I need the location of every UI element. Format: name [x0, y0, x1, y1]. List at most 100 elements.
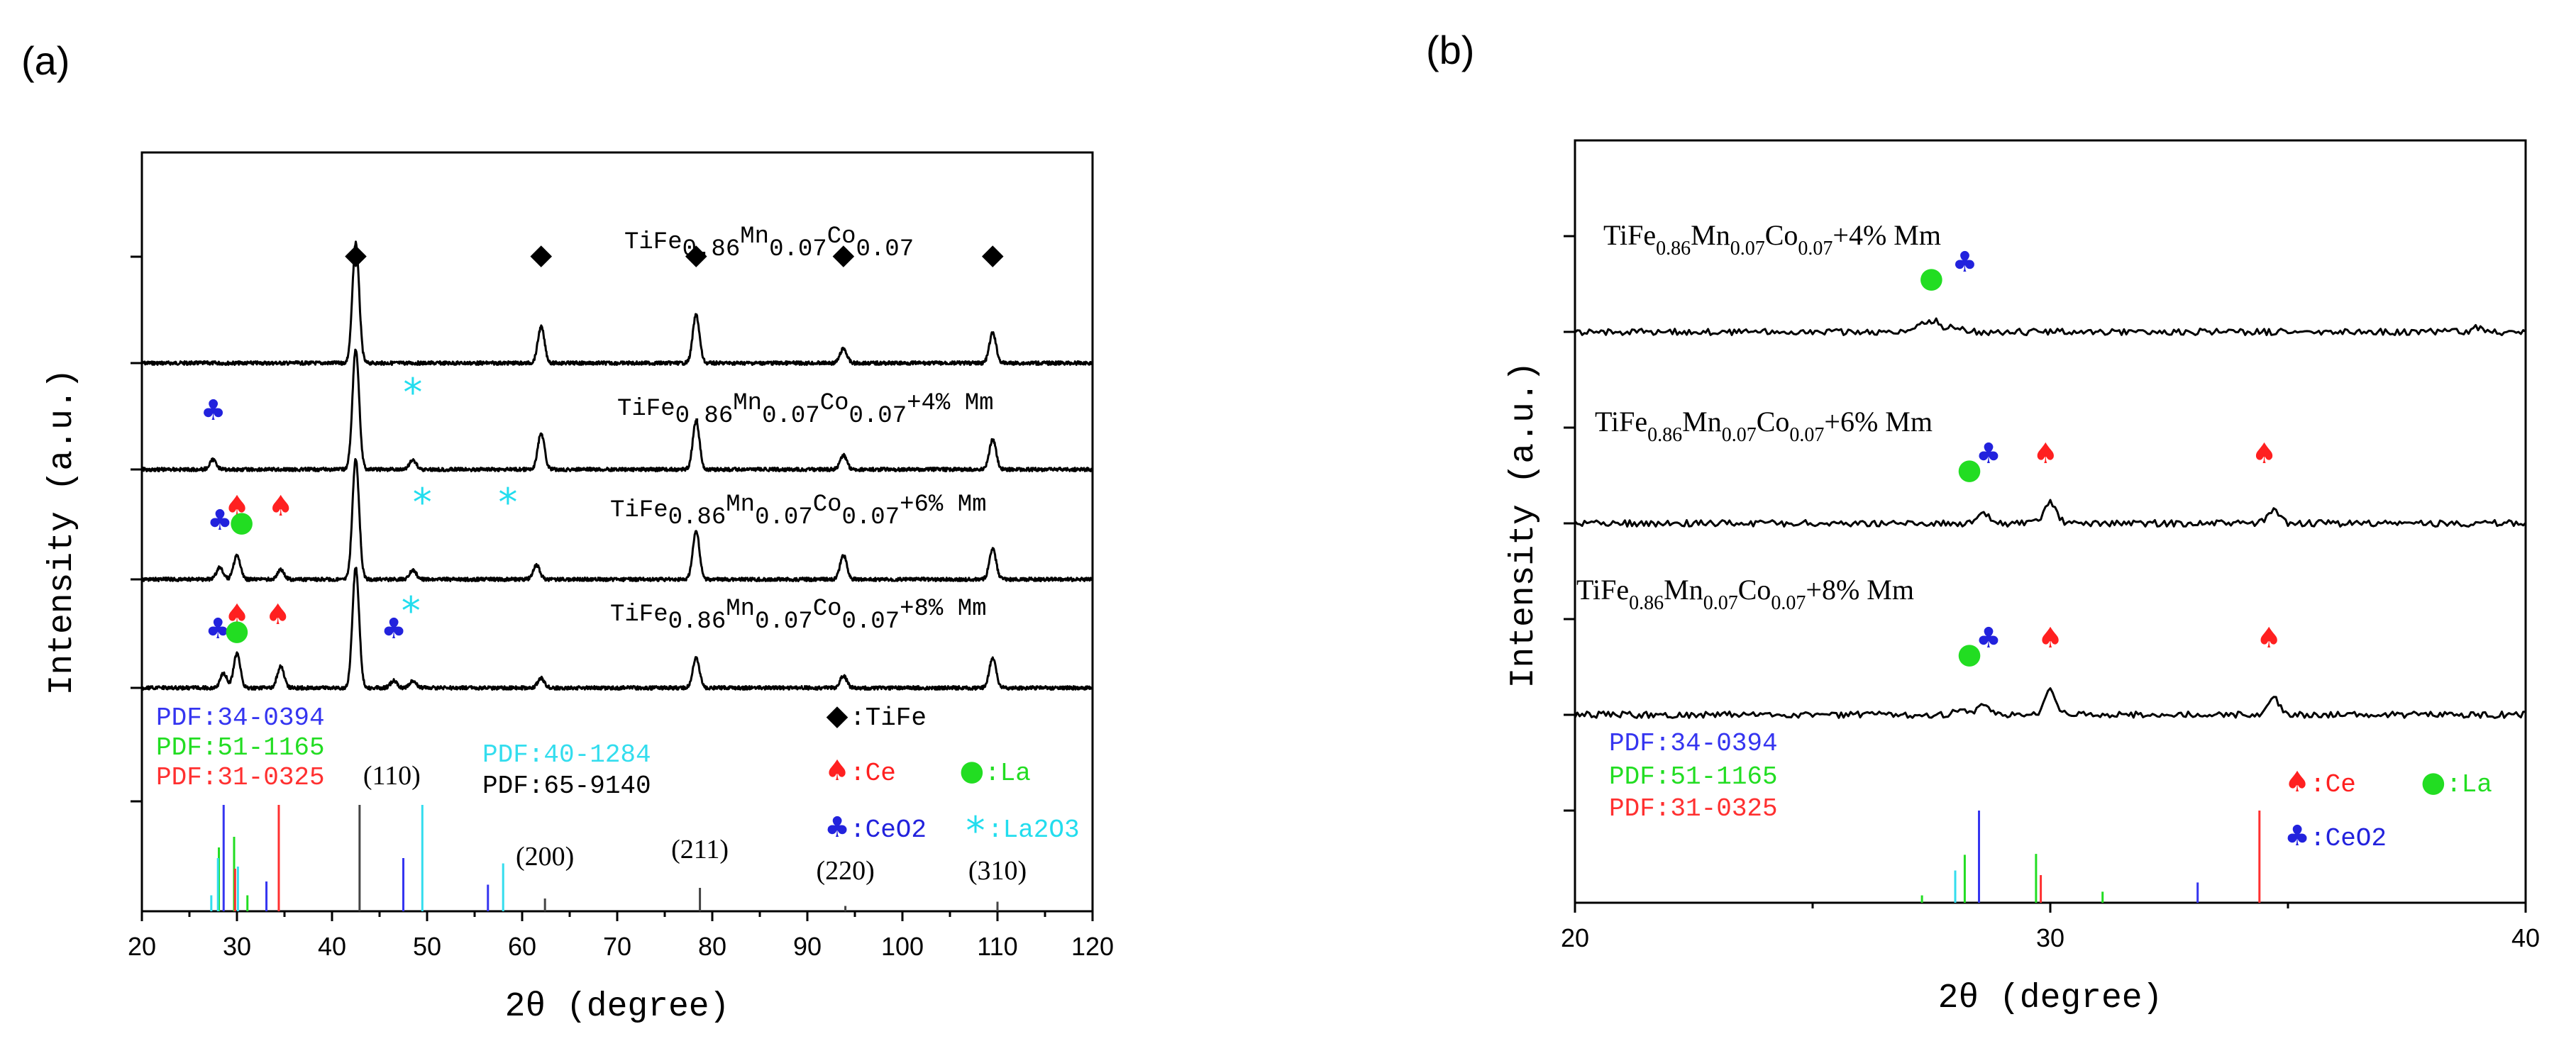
x-tick-label: 100 — [881, 932, 924, 961]
legend-b-ce-label: :Ce — [2310, 770, 2356, 799]
x-tick-label: 20 — [128, 932, 156, 961]
panel-b-pdf-label-2: PDF:31-0325 — [1609, 794, 1778, 823]
phase-marker-la-icon: ● — [1957, 638, 1982, 670]
x-tick-label: 30 — [223, 932, 251, 961]
phase-marker-tife-icon: ◆ — [685, 238, 707, 271]
panel-b-pdf-label-0: PDF:34-0394 — [1609, 729, 1778, 758]
panel-a-pdf-label-4: PDF:65-9140 — [482, 772, 651, 801]
panel-b-label: (b) — [1426, 28, 1474, 72]
xrd-trace-2 — [1574, 687, 2526, 719]
phase-marker-ce-icon: ♠ — [224, 599, 250, 631]
xrd-trace-0 — [141, 240, 1094, 366]
panel-b-pdf-label-1: PDF:51-1165 — [1609, 762, 1778, 791]
x-tick-label: 40 — [2511, 923, 2540, 952]
miller-index-label: (220) — [816, 856, 874, 886]
panel-a-phase-markers: ◆ ◆ ◆ ◆ ◆♣ *♣♠ ♠● * *♣ ♣♠ ♠● * — [201, 238, 1004, 647]
x-tick-label: 30 — [2036, 923, 2064, 952]
panel-b-x-ticks: 20 30 40 — [1561, 903, 2540, 952]
phase-marker-la2o3-icon: * — [498, 480, 517, 525]
x-tick-label: 80 — [698, 932, 726, 961]
panel-a-sample-label-0: TiFe0.86Mn0.07Co0.07 — [624, 223, 914, 263]
phase-marker-la2o3-icon: * — [402, 589, 421, 633]
panel-a-sample-label-2: TiFe0.86Mn0.07Co0.07+6% Mm — [610, 491, 987, 531]
phase-marker-ceo2-icon: ♣ — [205, 613, 231, 645]
x-tick-label: 40 — [318, 932, 346, 961]
legend-ce-spade-icon: ♠ — [824, 755, 850, 787]
phase-marker-la-icon: ● — [1957, 453, 1982, 486]
panel-a-pdf-label-2: PDF:31-0325 — [156, 763, 325, 792]
phase-marker-la-icon: ● — [225, 614, 250, 647]
legend-la-dot-icon: ● — [960, 755, 985, 787]
panel-a-x-label: 2θ (degree) — [505, 988, 730, 1026]
panel-a-y-label: Intensity (a.u.) — [43, 369, 82, 696]
phase-marker-la2o3-icon: * — [413, 480, 432, 525]
phase-marker-ce-icon: ♠ — [2038, 622, 2063, 655]
panel-a-y-ticks — [131, 255, 142, 803]
xrd-trace-2 — [141, 457, 1094, 582]
phase-marker-tife-icon: ◆ — [530, 238, 552, 271]
phase-marker-ce-icon: ♠ — [2252, 438, 2277, 470]
legend-b-la-dot-icon: ● — [2421, 766, 2446, 799]
miller-index-label: (310) — [968, 856, 1027, 886]
phase-marker-tife-icon: ◆ — [833, 238, 855, 271]
panel-b-sample-label-1: TiFe0.86Mn0.07Co0.07+6% Mm — [1595, 406, 1933, 446]
phase-marker-ceo2-icon: ♣ — [207, 504, 233, 537]
panel-a-sample-label-3: TiFe0.86Mn0.07Co0.07+8% Mm — [610, 596, 987, 635]
phase-marker-ce-icon: ♠ — [265, 599, 291, 631]
legend-tife-diamond-icon: ◆ — [827, 699, 848, 732]
phase-marker-la-icon: ● — [1919, 262, 1944, 294]
xrd-trace-3 — [140, 567, 1093, 691]
x-tick-label: 70 — [603, 932, 631, 961]
phase-marker-ceo2-icon: ♣ — [1976, 622, 2001, 655]
phase-marker-tife-icon: ◆ — [982, 238, 1004, 271]
phase-marker-ce-icon: ♠ — [2256, 622, 2282, 655]
phase-marker-la-icon: ● — [229, 506, 254, 538]
panel-a-miller-indices: (110) (200) (211) (220) (310) — [363, 761, 1027, 886]
panel-b-traces — [1574, 317, 2527, 719]
panel-a-pdf-label-1: PDF:51-1165 — [156, 733, 325, 762]
panel-b-reference-lines — [1920, 811, 2261, 903]
panel-b-sample-label-2: TiFe0.86Mn0.07Co0.07+8% Mm — [1576, 574, 1914, 614]
legend-la-label: :La — [985, 759, 1031, 788]
panel-b-y-label: Intensity (a.u.) — [1505, 362, 1543, 689]
xrd-trace-0 — [1574, 317, 2526, 336]
phase-marker-ce-icon: ♠ — [268, 490, 294, 523]
panel-b-sample-label-0: TiFe0.86Mn0.07Co0.07+4% Mm — [1603, 219, 1941, 260]
panel-a-x-ticks: 20 30 40 50 60 70 80 90 100 110 120 — [128, 911, 1114, 961]
phase-marker-la2o3-icon: * — [403, 370, 422, 415]
miller-index-label: (211) — [671, 835, 729, 864]
panel-b-phase-markers: ● ♣●♣ ♠ ♠●♣ ♠ ♠ — [1919, 246, 2282, 670]
miller-index-label: (110) — [363, 761, 421, 791]
legend-ce-label: :Ce — [850, 759, 896, 788]
panel-a: (a) 20 30 40 50 60 70 80 90 100 110 120 2θ (degree… — [21, 38, 1114, 1026]
legend-b-ce-spade-icon: ♠ — [2284, 766, 2310, 799]
legend-b-ceo2-label: :CeO2 — [2310, 824, 2387, 853]
legend-ceo2-club-icon: ♣ — [824, 811, 850, 844]
legend-b-ceo2-club-icon: ♣ — [2284, 820, 2310, 852]
miller-index-label: (200) — [516, 842, 574, 872]
x-tick-label: 20 — [1561, 923, 1589, 952]
panel-a-sample-label-1: TiFe0.86Mn0.07Co0.07+4% Mm — [617, 390, 994, 430]
x-tick-label: 120 — [1071, 932, 1114, 961]
phase-marker-ce-icon: ♠ — [2033, 438, 2058, 470]
legend-la2o3-label: :La2O3 — [988, 816, 1080, 845]
legend-b-la-label: :La — [2446, 770, 2492, 799]
xrd-trace-1 — [1574, 499, 2527, 528]
phase-marker-ceo2-icon: ♣ — [381, 613, 407, 645]
panel-b: (b) 20 30 40 2θ (degree) Intensity (a.u.) … — [1426, 28, 2540, 1018]
phase-marker-ce-icon: ♠ — [224, 490, 250, 523]
panel-b-y-ticks — [1564, 235, 1575, 812]
legend-tife-label: :TiFe — [850, 703, 927, 733]
xrd-trace-1 — [140, 348, 1093, 472]
x-tick-label: 90 — [793, 932, 822, 961]
legend-ceo2-label: :CeO2 — [850, 816, 927, 845]
panel-a-reference-lines — [210, 805, 999, 911]
panel-a-pdf-label-0: PDF:34-0394 — [156, 703, 325, 733]
panel-a-traces — [140, 240, 1094, 691]
phase-marker-ceo2-icon: ♣ — [1952, 246, 1977, 279]
phase-marker-tife-icon: ◆ — [345, 238, 367, 271]
x-tick-label: 60 — [508, 932, 536, 961]
panel-a-label: (a) — [21, 38, 70, 83]
x-tick-label: 50 — [413, 932, 441, 961]
